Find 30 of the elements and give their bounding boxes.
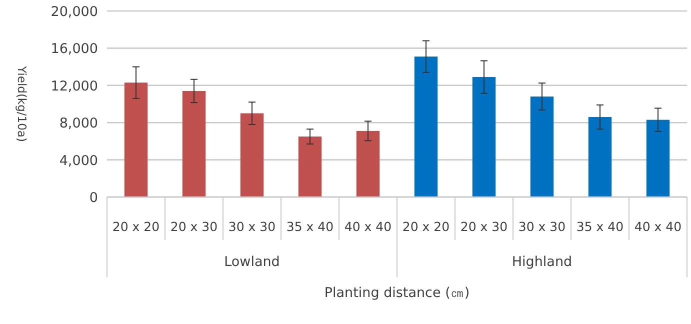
y-tick-label: 4,000	[59, 152, 98, 169]
y-tick-label: 20,000	[50, 4, 98, 20]
bar	[240, 113, 264, 197]
text: Lowland	[224, 254, 280, 270]
bar	[414, 56, 438, 197]
y-tick-label: 16,000	[50, 41, 98, 58]
x-tick-label: 20 x 20	[402, 219, 450, 234]
bar	[530, 96, 554, 197]
x-tick-label: 35 x 40	[576, 219, 624, 234]
x-tick-label: 40 x 40	[634, 219, 682, 234]
x-tick-label: 30 x 30	[518, 219, 566, 234]
bar	[298, 136, 322, 197]
bar	[124, 82, 148, 197]
bar	[646, 120, 670, 197]
bar	[472, 77, 496, 197]
y-tick-label: 0	[89, 190, 98, 206]
y-tick-label: 8,000	[59, 116, 98, 132]
y-tick-label: 12,000	[50, 78, 98, 94]
x-tick-label: 20 x 30	[460, 219, 508, 234]
bar	[182, 90, 206, 197]
x-tick-label: 35 x 40	[286, 219, 334, 234]
x-axis-title: Planting distance (㎝)	[324, 285, 470, 301]
x-tick-label: 40 x 40	[344, 219, 392, 234]
y-axis-title: Yield(kg/10a)	[15, 65, 29, 142]
x-tick-label: 20 x 30	[170, 219, 218, 234]
x-tick-label: 30 x 30	[228, 219, 276, 234]
text: Highland	[512, 254, 572, 270]
bar	[356, 130, 380, 197]
bar	[588, 117, 612, 197]
x-tick-label: 20 x 20	[112, 219, 160, 234]
